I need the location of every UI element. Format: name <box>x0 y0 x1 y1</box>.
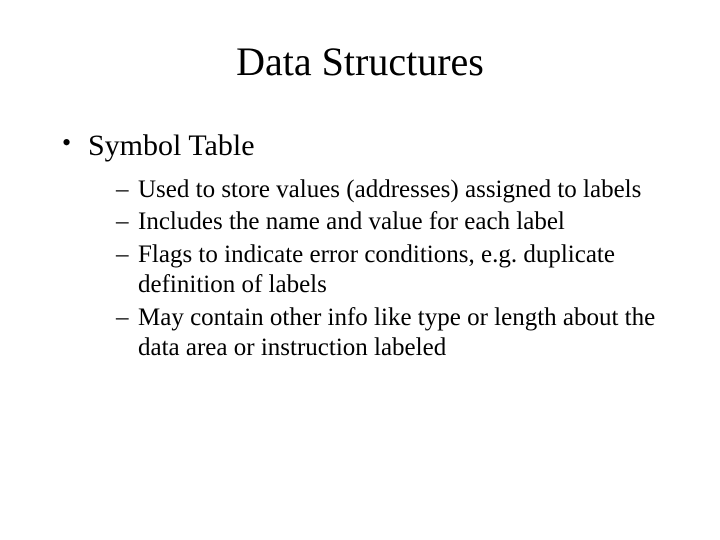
bullet-item-level1: Symbol Table Used to store values (addre… <box>62 127 670 364</box>
bullet-item-level2: Flags to indicate error conditions, e.g.… <box>116 240 670 301</box>
bullet-text: Includes the name and value for each lab… <box>138 208 565 235</box>
bullet-item-level2: Includes the name and value for each lab… <box>116 207 670 238</box>
bullet-text: Used to store values (addresses) assigne… <box>138 176 641 203</box>
bullet-item-level2: Used to store values (addresses) assigne… <box>116 175 670 206</box>
slide: Data Structures Symbol Table Used to sto… <box>0 0 720 540</box>
bullet-text: May contain other info like type or leng… <box>138 304 655 362</box>
bullet-list-level2: Used to store values (addresses) assigne… <box>88 175 670 364</box>
slide-title: Data Structures <box>50 38 670 85</box>
bullet-text: Symbol Table <box>88 129 255 162</box>
bullet-text: Flags to indicate error conditions, e.g.… <box>138 241 615 299</box>
bullet-list-level1: Symbol Table Used to store values (addre… <box>50 127 670 364</box>
bullet-item-level2: May contain other info like type or leng… <box>116 303 670 364</box>
